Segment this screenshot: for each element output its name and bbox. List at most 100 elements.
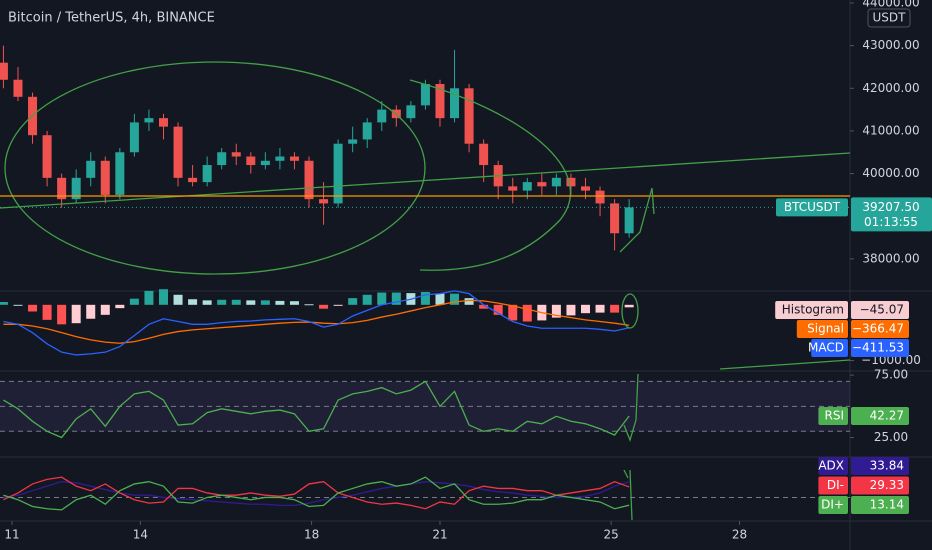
histogram-bar bbox=[71, 304, 81, 324]
symbol-label: BTCUSDT bbox=[784, 200, 841, 214]
countdown: 01:13:55 bbox=[864, 215, 918, 229]
indicator-line bbox=[3, 476, 630, 511]
histogram-bar bbox=[450, 293, 460, 305]
histogram-bar bbox=[435, 293, 445, 305]
indicator-line bbox=[3, 481, 630, 506]
indicator-line bbox=[3, 380, 630, 439]
price-tick-label: 40000.00 bbox=[862, 166, 919, 180]
histogram-bar bbox=[508, 304, 518, 321]
time-tick-label: 28 bbox=[732, 528, 747, 542]
candle-body bbox=[173, 126, 183, 178]
price-tick-label: 41000.00 bbox=[862, 123, 919, 137]
candle-body bbox=[158, 118, 168, 127]
legend-value: −411.53 bbox=[852, 341, 904, 355]
histogram-bar bbox=[57, 304, 67, 325]
histogram-bar bbox=[173, 294, 183, 305]
histogram-bar bbox=[377, 292, 387, 305]
histogram-bar bbox=[13, 304, 23, 306]
candle-body bbox=[260, 160, 270, 166]
candle-body bbox=[580, 186, 590, 191]
time-tick-label: 18 bbox=[304, 528, 319, 542]
candle-body bbox=[57, 177, 67, 200]
legend-value: −45.07 bbox=[860, 303, 904, 317]
candle-body bbox=[377, 109, 387, 123]
candle-body bbox=[348, 139, 358, 144]
trend-line bbox=[719, 359, 851, 370]
candle-body bbox=[595, 190, 605, 204]
histogram-bar bbox=[158, 289, 168, 305]
histogram-bar bbox=[231, 299, 241, 305]
candle-body bbox=[537, 182, 547, 187]
histogram-bar bbox=[217, 299, 227, 305]
legend-value-box bbox=[851, 457, 909, 475]
legend-name: MACD bbox=[808, 341, 844, 355]
histogram-bar bbox=[580, 304, 590, 314]
candle-body bbox=[289, 156, 299, 161]
candle-body bbox=[144, 118, 154, 123]
candle-body bbox=[275, 156, 285, 161]
legend-value-box bbox=[851, 320, 909, 338]
candle-body bbox=[246, 156, 256, 166]
candle-body bbox=[479, 143, 489, 166]
currency-box[interactable] bbox=[867, 8, 911, 28]
histogram-bar bbox=[348, 298, 358, 305]
candle-body bbox=[406, 105, 416, 119]
histogram-bar bbox=[566, 304, 576, 316]
legend-value: 33.84 bbox=[870, 459, 904, 473]
drawings bbox=[0, 61, 851, 521]
legend-name-box bbox=[818, 406, 848, 425]
candle-body bbox=[464, 88, 474, 144]
histogram-bar bbox=[391, 292, 401, 305]
candle-body bbox=[71, 177, 81, 200]
legend-value-box bbox=[851, 496, 909, 514]
candle-body bbox=[624, 207, 634, 234]
price-tick-label: 42000.00 bbox=[862, 81, 919, 95]
candle-body bbox=[610, 203, 620, 234]
legend-name: Histogram bbox=[782, 303, 844, 317]
histogram-bar bbox=[610, 304, 620, 313]
legend-name: DI- bbox=[827, 478, 844, 492]
histogram-bar bbox=[333, 304, 343, 306]
candle-body bbox=[202, 165, 212, 183]
histogram-bar bbox=[129, 298, 139, 305]
histogram-bar bbox=[86, 304, 96, 319]
histogram-bar bbox=[42, 304, 52, 320]
legend-name-box bbox=[818, 457, 848, 475]
candle-body bbox=[217, 152, 227, 166]
candle-body bbox=[86, 160, 96, 178]
legend-value-box bbox=[851, 406, 909, 425]
histogram-bar bbox=[202, 300, 212, 305]
histogram-bar bbox=[115, 304, 125, 309]
candle-body bbox=[304, 160, 314, 200]
curve-drawing bbox=[409, 79, 572, 271]
legend-name: RSI bbox=[825, 408, 845, 422]
indicator-line bbox=[3, 476, 630, 510]
candle-body bbox=[129, 122, 139, 153]
histogram-bar bbox=[289, 301, 299, 305]
histogram-bar bbox=[304, 304, 314, 306]
candle-body bbox=[115, 152, 125, 195]
histogram-bar bbox=[362, 294, 372, 305]
histogram-bar bbox=[188, 299, 198, 305]
histogram-bar bbox=[551, 304, 561, 318]
candle-body bbox=[522, 182, 532, 191]
candle-body bbox=[333, 143, 343, 204]
price-tick-label: 43000.00 bbox=[862, 38, 919, 52]
legend-value: −366.47 bbox=[852, 322, 904, 336]
ellipse-drawing bbox=[4, 61, 426, 275]
legend-name-box bbox=[775, 301, 848, 319]
candle-body bbox=[566, 177, 576, 187]
legend-name-box bbox=[818, 496, 848, 514]
legend-name-box bbox=[818, 476, 848, 495]
histogram-bar bbox=[464, 298, 474, 305]
legend-name-box bbox=[811, 339, 848, 357]
last-price-box bbox=[851, 197, 932, 232]
currency[interactable]: USDT bbox=[873, 11, 907, 25]
pen-drawing bbox=[623, 469, 633, 521]
price-tick-label: 38000.00 bbox=[862, 251, 919, 265]
legend-value: 42.27 bbox=[870, 408, 904, 422]
price-tick-label: 44000.00 bbox=[862, 0, 919, 9]
candle-body bbox=[188, 177, 198, 183]
candle-body bbox=[231, 152, 241, 157]
